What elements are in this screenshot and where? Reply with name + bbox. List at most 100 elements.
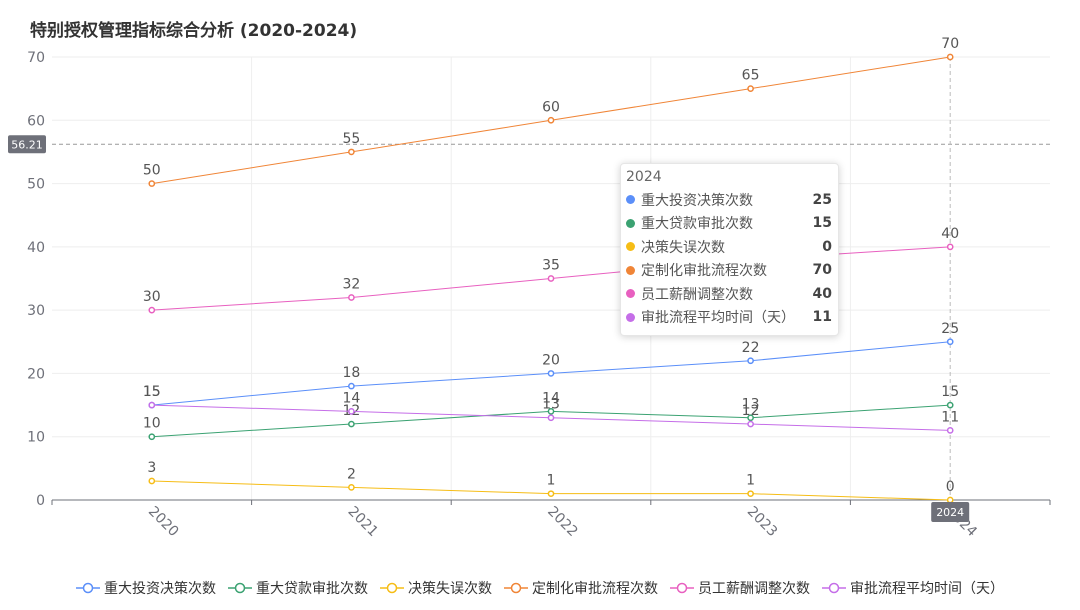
data-label: 22 — [742, 340, 760, 356]
data-point — [946, 401, 954, 409]
tooltip-series-name: 审批流程平均时间（天） — [641, 310, 795, 327]
tooltip-series-name: 定制化审批流程次数 — [641, 263, 767, 280]
y-tick-label: 60 — [27, 113, 45, 129]
legend: 重大投资决策次数 重大贷款审批次数 决策失误次数 定制化审批流程次数 员工薪酬调整次数 审… — [0, 578, 1080, 598]
data-point — [547, 370, 555, 377]
data-label: 15 — [143, 384, 161, 400]
data-label: 18 — [342, 365, 360, 381]
tooltip-title: 2024 — [626, 169, 662, 185]
data-label: 2 — [347, 466, 356, 482]
crosshair-y-badge — [8, 135, 46, 154]
data-label: 15 — [143, 384, 161, 400]
data-point — [348, 408, 355, 415]
data-point — [348, 420, 355, 428]
data-point — [348, 294, 355, 301]
tooltip-series-marker — [626, 195, 635, 205]
crosshair-y-label: 56.21 — [11, 138, 43, 151]
crosshair-x-label: 2024 — [936, 506, 964, 519]
legend-item[interactable]: 决策失误次数 — [380, 578, 492, 598]
legend-label: 重大贷款审批次数 — [256, 581, 368, 597]
tooltip-series-marker — [626, 265, 635, 275]
legend-line-icon — [670, 582, 694, 594]
legend-label: 员工薪酬调整次数 — [698, 581, 810, 597]
tooltip-series-value: 40 — [812, 285, 832, 302]
tooltip-row: 重大投资决策次数 25 — [626, 188, 834, 212]
y-tick-label: 20 — [27, 366, 45, 382]
tooltip: 2024 重大投资决策次数 25 重大贷款审批次数 15 决策失误次数 0 定制化审批流程次… — [620, 163, 839, 336]
tooltip-row: 决策失误次数 0 — [626, 235, 834, 259]
data-point — [747, 85, 754, 92]
legend-item[interactable]: 员工薪酬调整次数 — [670, 578, 810, 598]
data-point — [148, 433, 156, 441]
legend-item[interactable]: 定制化审批流程次数 — [504, 578, 658, 598]
y-tick-label: 0 — [36, 493, 45, 509]
crosshair-x-badge — [931, 502, 970, 522]
tooltip-row: 重大贷款审批次数 15 — [626, 212, 834, 236]
data-point — [747, 490, 754, 498]
data-point — [547, 116, 555, 124]
tooltip-series-value: 15 — [812, 215, 832, 232]
legend-label: 决策失误次数 — [408, 581, 492, 597]
data-label: 60 — [542, 99, 560, 115]
data-point — [747, 420, 754, 428]
data-point — [747, 414, 754, 422]
tooltip-series-marker — [626, 289, 635, 299]
tooltip-series-name: 重大贷款审批次数 — [641, 216, 753, 233]
data-point — [946, 338, 954, 346]
legend-item[interactable]: 重大投资决策次数 — [76, 578, 216, 598]
legend-line-icon — [380, 582, 404, 594]
data-label: 1 — [746, 473, 755, 489]
y-tick-label: 30 — [27, 303, 45, 319]
tooltip-series-value: 0 — [822, 238, 832, 255]
data-point — [946, 496, 954, 504]
data-label: 70 — [941, 36, 959, 52]
legend-line-icon — [76, 582, 100, 594]
data-point — [148, 306, 156, 314]
tooltip-series-value: 25 — [812, 191, 832, 208]
x-tick-label: 2020 — [145, 504, 182, 541]
tooltip-series-name: 决策失误次数 — [641, 239, 725, 256]
data-label: 30 — [143, 289, 161, 305]
data-label: 14 — [342, 390, 360, 406]
data-label: 0 — [946, 479, 955, 495]
tooltip-series-name: 员工薪酬调整次数 — [641, 286, 753, 303]
x-tick-label: 2023 — [744, 504, 781, 541]
data-point — [148, 180, 156, 187]
legend-item[interactable]: 重大贷款审批次数 — [228, 578, 368, 598]
tooltip-row: 审批流程平均时间（天） 11 — [626, 306, 834, 330]
data-point — [348, 148, 355, 156]
x-tick-label: 2021 — [345, 504, 382, 541]
y-tick-label: 70 — [27, 50, 45, 66]
plot-area[interactable]: 0102030405060702020202120222023202415182… — [0, 0, 1080, 570]
chart-title: 特别授权管理指标综合分析 (2020-2024) — [30, 21, 358, 41]
tooltip-series-marker — [626, 218, 635, 228]
data-label: 20 — [542, 352, 560, 368]
data-label: 32 — [342, 276, 360, 292]
tooltip-rows: 重大投资决策次数 25 重大贷款审批次数 15 决策失误次数 0 定制化审批流程次数 70 员工… — [626, 188, 834, 329]
data-point — [547, 408, 555, 415]
data-label: 3 — [147, 460, 156, 476]
data-label: 14 — [542, 390, 560, 406]
tooltip-series-name: 重大投资决策次数 — [641, 192, 753, 209]
tooltip-series-value: 70 — [812, 262, 832, 279]
data-label: 13 — [742, 397, 760, 413]
legend-line-icon — [504, 582, 528, 594]
data-label: 12 — [742, 403, 760, 419]
tooltip-row: 员工薪酬调整次数 40 — [626, 282, 834, 306]
data-label: 1 — [547, 473, 556, 489]
tooltip-series-marker — [626, 242, 635, 252]
data-label: 40 — [941, 226, 959, 242]
legend-item[interactable]: 审批流程平均时间（天） — [822, 578, 1004, 598]
data-point — [348, 382, 355, 390]
tooltip-series-marker — [626, 312, 635, 322]
data-point — [348, 483, 355, 491]
y-tick-label: 50 — [27, 177, 45, 193]
legend-line-icon — [822, 582, 846, 594]
legend-label: 审批流程平均时间（天） — [850, 581, 1004, 597]
data-label: 55 — [342, 131, 360, 147]
data-label: 10 — [143, 416, 161, 432]
data-point — [547, 414, 555, 422]
data-point — [946, 243, 954, 251]
data-point — [148, 401, 156, 409]
